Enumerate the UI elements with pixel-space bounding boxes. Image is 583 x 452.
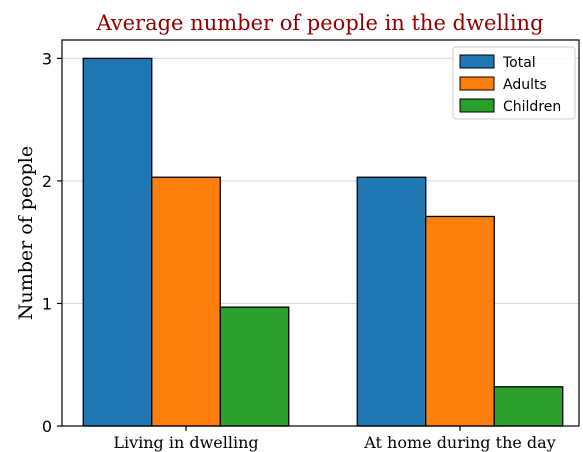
legend-label-adults: Adults <box>503 77 547 93</box>
plot-frame <box>61 39 580 427</box>
y-tick-label: 3 <box>42 49 52 68</box>
bar-total-1 <box>356 176 427 427</box>
y-tick-label: 1 <box>42 294 52 313</box>
y-tick-label: 2 <box>42 172 52 191</box>
bar-total-0 <box>82 57 153 427</box>
y-axis-label: Number of people <box>15 146 37 320</box>
bar-children-1 <box>493 386 564 427</box>
axes <box>57 39 580 431</box>
legend-swatch-children <box>459 98 495 113</box>
x-tick-labels: Living in dwelling At home during the day <box>113 433 555 452</box>
y-tick-labels: 0 1 2 3 <box>42 49 52 436</box>
legend-label-children: Children <box>503 99 561 115</box>
legend-swatch-total <box>459 54 495 69</box>
bar-adults-0 <box>151 176 221 427</box>
chart-title: Average number of people in the dwelling <box>95 11 543 35</box>
x-tick-label: Living in dwelling <box>113 433 258 452</box>
bar-children-0 <box>219 306 290 427</box>
x-tick-label: At home during the day <box>363 433 556 452</box>
legend: Total Adults Children <box>452 46 576 120</box>
y-tick-label: 0 <box>42 417 52 436</box>
legend-label-total: Total <box>502 55 536 71</box>
legend-swatch-adults <box>459 76 495 91</box>
bar-adults-1 <box>425 215 495 427</box>
bars <box>82 57 564 427</box>
